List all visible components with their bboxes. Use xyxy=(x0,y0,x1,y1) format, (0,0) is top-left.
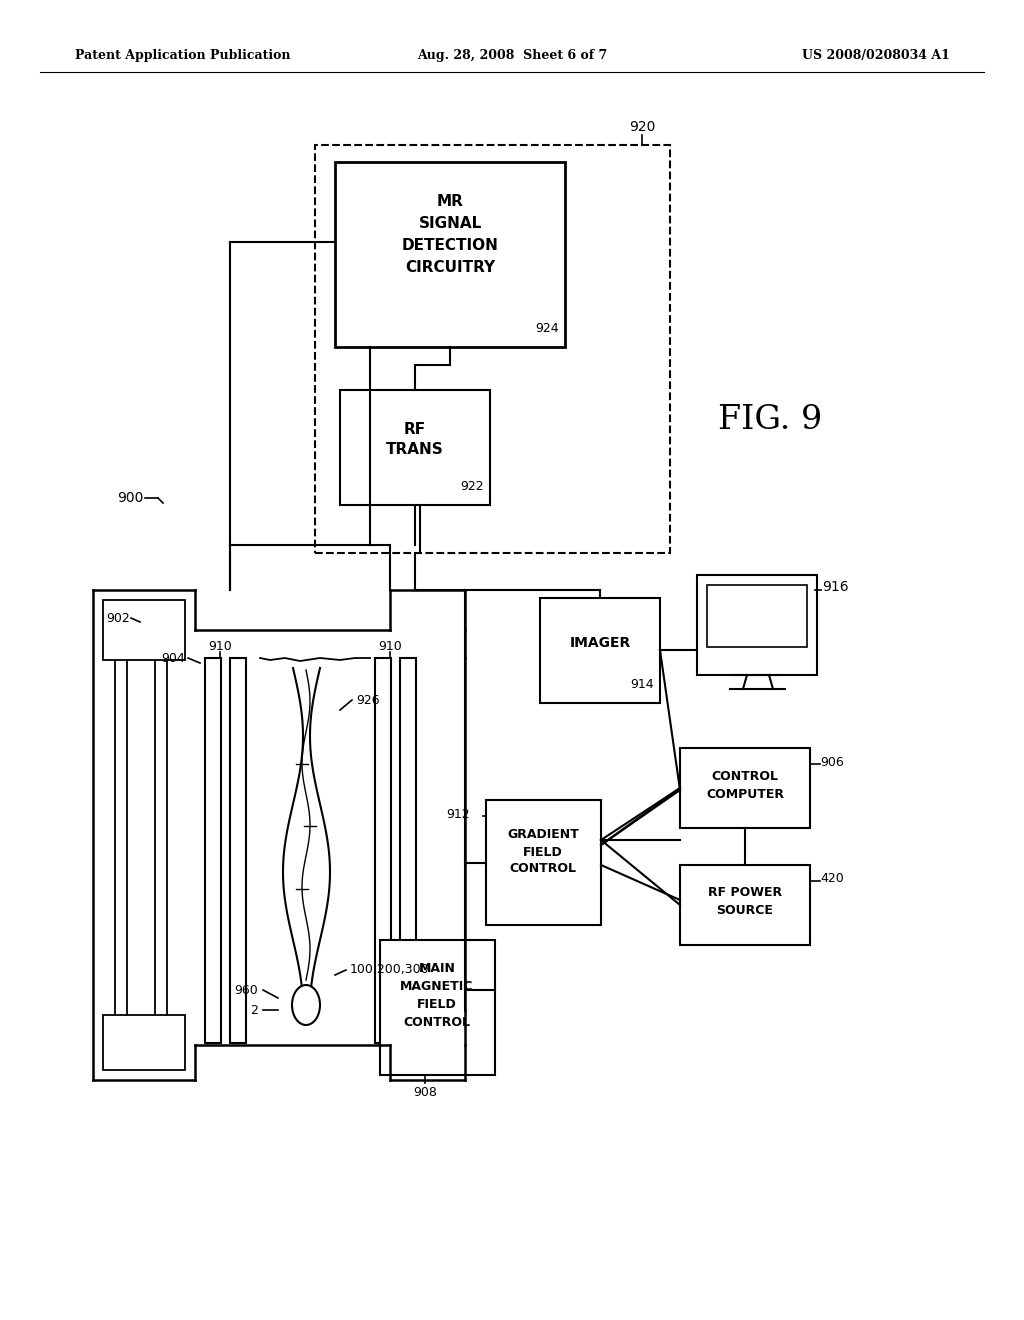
Text: 420: 420 xyxy=(820,873,844,886)
Text: RF POWER: RF POWER xyxy=(708,887,782,899)
Bar xyxy=(540,598,660,704)
Text: 908: 908 xyxy=(413,1086,437,1100)
Text: 914: 914 xyxy=(630,678,653,692)
Text: MR: MR xyxy=(436,194,464,210)
Bar xyxy=(315,145,670,553)
Text: 926: 926 xyxy=(356,693,380,706)
Bar xyxy=(680,748,810,828)
Bar xyxy=(205,657,221,1043)
Text: Patent Application Publication: Patent Application Publication xyxy=(75,49,291,62)
Bar xyxy=(680,865,810,945)
Text: FIG. 9: FIG. 9 xyxy=(718,404,822,436)
Text: CONTROL: CONTROL xyxy=(510,862,577,875)
Bar xyxy=(103,1015,185,1071)
Text: 904: 904 xyxy=(161,652,185,664)
Bar xyxy=(230,657,246,1043)
Text: 922: 922 xyxy=(460,480,483,494)
Text: 900: 900 xyxy=(117,491,143,506)
Bar xyxy=(486,800,601,925)
Text: CIRCUITRY: CIRCUITRY xyxy=(404,260,495,276)
Text: 2: 2 xyxy=(250,1003,258,1016)
Text: 100,200,300: 100,200,300 xyxy=(350,964,430,977)
Text: MAIN: MAIN xyxy=(419,961,456,974)
Text: IMAGER: IMAGER xyxy=(569,636,631,649)
Text: 906: 906 xyxy=(820,755,844,768)
Bar xyxy=(335,162,565,347)
Text: RF: RF xyxy=(403,422,426,437)
Bar xyxy=(380,940,495,1074)
Text: 916: 916 xyxy=(822,579,849,594)
Text: FIELD: FIELD xyxy=(523,846,563,858)
Text: 920: 920 xyxy=(629,120,655,135)
Text: 924: 924 xyxy=(536,322,559,335)
Text: GRADIENT: GRADIENT xyxy=(507,829,579,842)
Text: COMPUTER: COMPUTER xyxy=(706,788,784,800)
Text: 902: 902 xyxy=(106,611,130,624)
Bar xyxy=(375,657,391,1043)
Text: Aug. 28, 2008  Sheet 6 of 7: Aug. 28, 2008 Sheet 6 of 7 xyxy=(417,49,607,62)
Bar xyxy=(697,576,817,675)
Bar xyxy=(103,601,185,660)
Text: 960: 960 xyxy=(234,983,258,997)
Text: CONTROL: CONTROL xyxy=(712,770,778,783)
Text: FIELD: FIELD xyxy=(417,998,457,1011)
Bar xyxy=(400,657,416,1043)
Bar xyxy=(340,389,490,506)
Text: SOURCE: SOURCE xyxy=(717,904,773,917)
Text: DETECTION: DETECTION xyxy=(401,239,499,253)
Text: MAGNETIC: MAGNETIC xyxy=(400,979,474,993)
Ellipse shape xyxy=(292,985,319,1026)
Text: 910: 910 xyxy=(378,640,401,653)
Text: SIGNAL: SIGNAL xyxy=(419,216,481,231)
Text: TRANS: TRANS xyxy=(386,442,443,458)
Text: 912: 912 xyxy=(446,808,470,821)
Text: CONTROL: CONTROL xyxy=(403,1015,470,1028)
Bar xyxy=(707,585,807,647)
Text: US 2008/0208034 A1: US 2008/0208034 A1 xyxy=(802,49,950,62)
Text: 910: 910 xyxy=(208,640,231,653)
